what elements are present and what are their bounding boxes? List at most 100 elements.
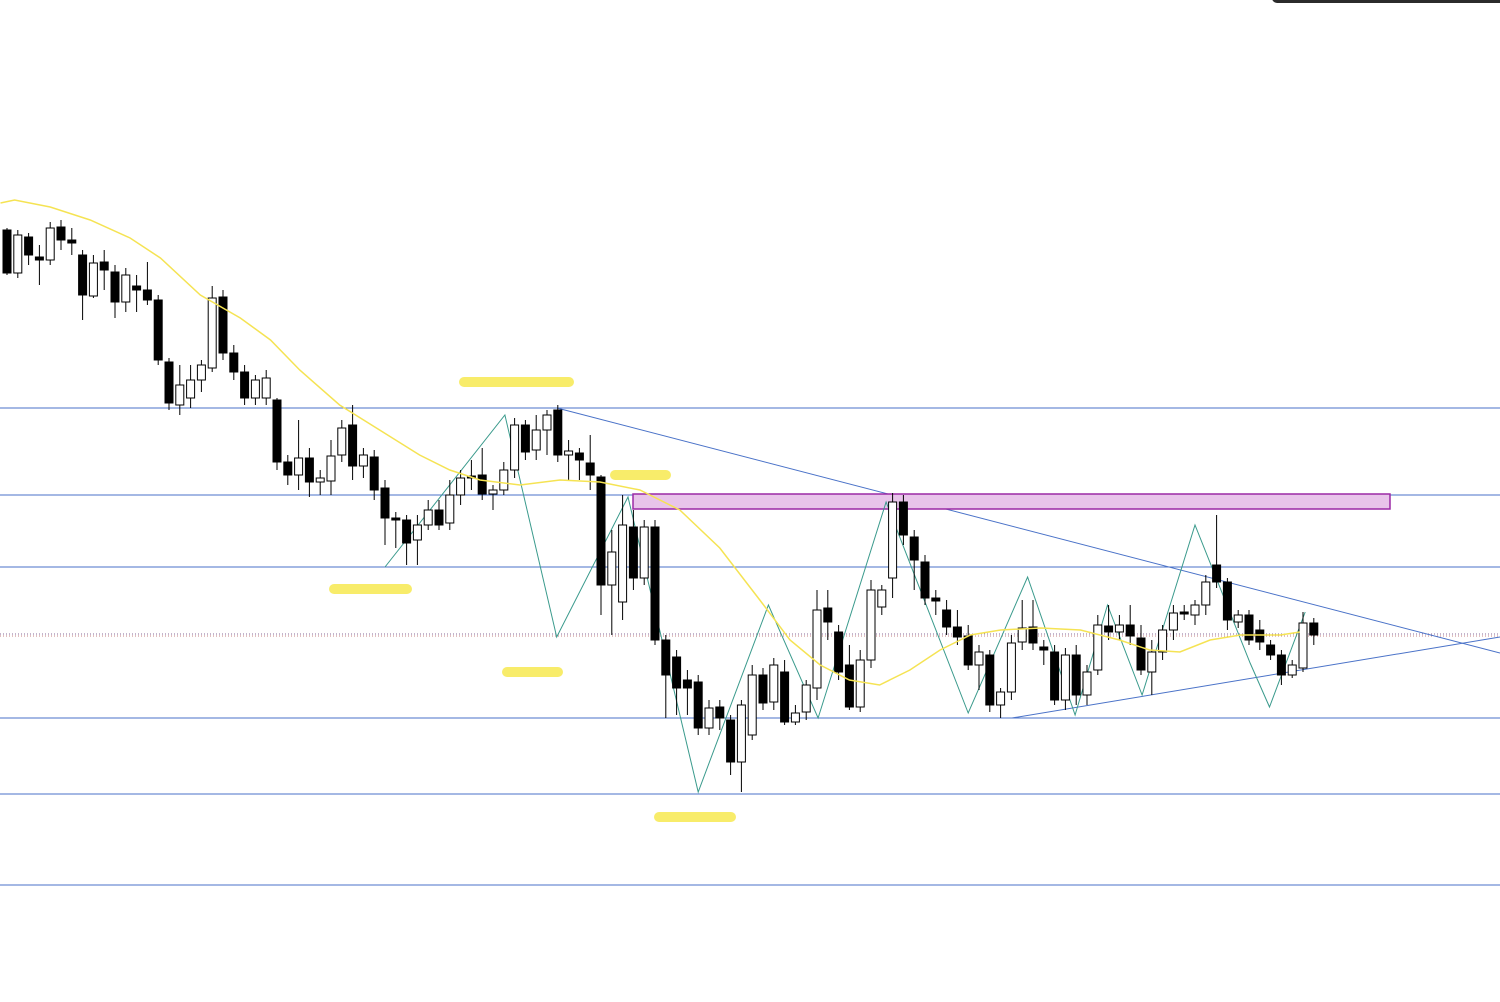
bear-body xyxy=(56,226,66,241)
bull-body xyxy=(747,674,757,736)
bull-body xyxy=(1147,651,1157,673)
bear-body xyxy=(758,674,768,704)
bear-body xyxy=(1309,622,1319,636)
marker xyxy=(329,584,412,594)
bull-body xyxy=(888,501,898,579)
bear-body xyxy=(1244,614,1254,641)
marker xyxy=(459,377,574,387)
bull-body xyxy=(801,684,811,713)
bear-body xyxy=(693,681,703,729)
bull-body xyxy=(1093,624,1103,671)
bull-body xyxy=(855,659,865,708)
bull-body xyxy=(1114,624,1124,633)
bear-body xyxy=(434,509,444,526)
bear-body xyxy=(67,239,77,244)
bull-body xyxy=(736,704,746,763)
bull-body xyxy=(499,469,509,491)
bear-body xyxy=(1050,651,1060,701)
bull-body xyxy=(13,234,23,274)
bull-body xyxy=(704,707,714,729)
bear-body xyxy=(672,656,682,689)
bear-body xyxy=(1125,624,1135,637)
bear-body xyxy=(682,679,692,689)
bear-body xyxy=(1276,654,1286,676)
bear-body xyxy=(1028,626,1038,644)
bull-body xyxy=(358,454,368,467)
zigzag-line xyxy=(384,413,1306,794)
bear-body xyxy=(272,399,282,463)
bull-body xyxy=(88,262,98,297)
bear-body xyxy=(164,361,174,404)
bear-body xyxy=(99,261,109,271)
bear-body xyxy=(240,371,250,399)
bull-body xyxy=(250,379,260,399)
marker xyxy=(502,667,563,677)
bear-body xyxy=(1071,654,1081,696)
bear-body xyxy=(661,639,671,676)
bull-body xyxy=(877,589,887,608)
bear-body xyxy=(985,654,995,706)
bull-body xyxy=(510,424,520,471)
bull-body xyxy=(326,455,336,482)
candles xyxy=(2,220,1319,792)
bull-body xyxy=(294,457,304,476)
bull-body xyxy=(456,477,466,496)
bull-body xyxy=(175,384,185,406)
bear-body xyxy=(952,626,962,638)
moving-average xyxy=(0,199,1300,686)
bull-body xyxy=(564,450,574,456)
bear-body xyxy=(391,517,401,521)
bull-body xyxy=(488,489,498,495)
bull-body xyxy=(121,274,131,303)
bear-body xyxy=(898,501,908,536)
bear-body xyxy=(1179,611,1189,615)
bear-body xyxy=(1104,625,1114,633)
bear-body xyxy=(218,296,228,354)
bear-body xyxy=(963,635,973,666)
bull-body xyxy=(45,227,55,261)
resistance-zone xyxy=(632,493,1391,510)
bull-body xyxy=(531,429,541,451)
bull-body xyxy=(1287,664,1297,676)
bull-body xyxy=(607,551,617,586)
bull-body xyxy=(1298,622,1308,669)
bull-body xyxy=(618,524,628,603)
bear-body xyxy=(844,664,854,708)
toolbar-edge xyxy=(1272,0,1500,3)
bull-body xyxy=(1082,671,1092,696)
bear-body xyxy=(780,671,790,723)
bull-body xyxy=(996,691,1006,706)
bull-body xyxy=(186,379,196,399)
bull-body xyxy=(1017,627,1027,643)
bear-body xyxy=(369,456,379,491)
bear-body xyxy=(823,607,833,623)
bear-body xyxy=(553,409,563,456)
bull-body xyxy=(866,589,876,661)
trendline xyxy=(556,407,1500,654)
bear-body xyxy=(715,706,725,719)
bear-body xyxy=(909,536,919,561)
bear-body xyxy=(132,285,142,291)
bull-body xyxy=(196,364,206,381)
bear-body xyxy=(2,229,12,274)
bull-body xyxy=(542,414,552,431)
bull-body xyxy=(769,664,779,703)
bear-body xyxy=(628,526,638,579)
bear-body xyxy=(1222,581,1232,621)
bull-body xyxy=(1233,614,1243,623)
bear-body xyxy=(585,462,595,476)
bear-body xyxy=(477,474,487,495)
bear-body xyxy=(142,289,152,301)
bear-body xyxy=(380,487,390,519)
bear-body xyxy=(348,424,358,467)
bear-body xyxy=(520,424,530,453)
bear-body xyxy=(726,719,736,763)
bear-body xyxy=(110,271,120,303)
bull-body xyxy=(1060,654,1070,701)
bull-body xyxy=(337,427,347,456)
bear-body xyxy=(1212,564,1222,583)
bear-body xyxy=(304,457,314,483)
bear-body xyxy=(34,256,44,261)
bull-body xyxy=(315,477,325,483)
